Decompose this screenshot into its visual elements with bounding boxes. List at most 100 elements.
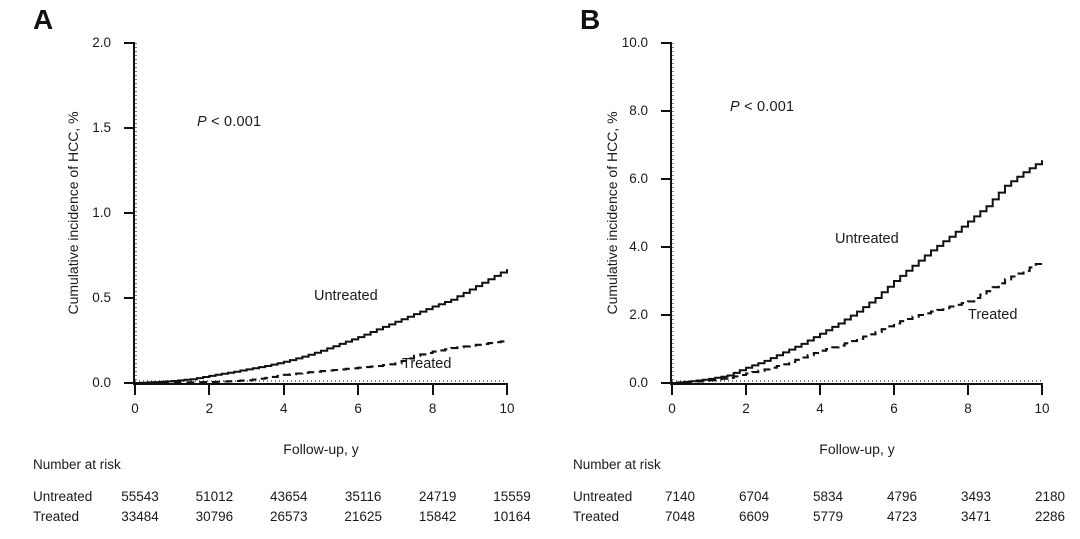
risk-value: 4796 <box>886 489 918 504</box>
risk-value: 10164 <box>493 509 531 524</box>
x-tick-label: 8 <box>964 401 972 416</box>
y-axis-title: Cumulative incidence of HCC, % <box>604 111 620 315</box>
y-tick <box>661 314 670 316</box>
x-axis-line <box>670 383 1043 385</box>
y-tick-label: 1.5 <box>92 120 111 135</box>
y-axis-minor-ticks <box>672 43 674 383</box>
y-tick-label: 1.0 <box>92 205 111 220</box>
untreated-curve <box>672 160 1043 384</box>
x-axis-line <box>133 383 508 385</box>
y-tick-label: 6.0 <box>629 171 648 186</box>
x-axis-minor-ticks <box>672 380 1042 382</box>
x-tick <box>506 385 508 395</box>
risk-row-label-treated: Treated <box>573 509 620 524</box>
risk-table-title: Number at risk <box>573 457 661 472</box>
p-symbol: P <box>730 99 740 115</box>
x-tick <box>893 385 895 395</box>
risk-table-title: Number at risk <box>33 457 121 472</box>
y-tick-label: 0.0 <box>629 375 648 390</box>
x-tick-label: 10 <box>499 401 515 416</box>
y-tick <box>124 212 133 214</box>
risk-value: 6704 <box>738 489 770 504</box>
y-axis-minor-ticks <box>135 43 137 383</box>
treated-curve <box>672 260 1044 385</box>
risk-value: 33484 <box>121 509 159 524</box>
series-label-treated: Treated <box>402 356 452 372</box>
risk-row-label-treated: Treated <box>33 509 80 524</box>
x-tick-label: 0 <box>131 401 139 416</box>
treated-curve <box>135 340 509 385</box>
y-tick <box>661 110 670 112</box>
risk-value: 5779 <box>812 509 844 524</box>
x-tick-label: 2 <box>742 401 750 416</box>
y-tick-label: 2.0 <box>629 307 648 322</box>
p-value-annotation: P < 0.001 <box>197 114 262 130</box>
risk-value: 6609 <box>738 509 770 524</box>
risk-row-label-untreated: Untreated <box>573 489 633 504</box>
y-tick <box>124 297 133 299</box>
y-tick-label: 4.0 <box>629 239 648 254</box>
y-axis-line <box>133 42 135 385</box>
p-symbol: P <box>197 114 207 130</box>
x-tick <box>357 385 360 395</box>
x-tick-label: 6 <box>354 401 362 416</box>
y-axis-line <box>670 42 672 385</box>
x-tick-label: 6 <box>890 401 898 416</box>
y-tick <box>124 382 133 384</box>
x-tick <box>671 385 673 395</box>
risk-value: 51012 <box>195 489 234 504</box>
y-tick-label: 0.0 <box>92 375 111 390</box>
series-label-untreated: Untreated <box>314 288 378 304</box>
p-value-annotation: P < 0.001 <box>730 99 795 115</box>
risk-value: 35116 <box>344 489 382 504</box>
x-tick-label: 4 <box>280 401 288 416</box>
risk-row-label-untreated: Untreated <box>33 489 93 504</box>
x-tick <box>208 385 211 395</box>
risk-value: 7048 <box>664 509 696 524</box>
risk-value: 30796 <box>195 509 234 524</box>
y-tick <box>661 382 670 384</box>
x-tick <box>134 385 136 395</box>
y-tick <box>661 42 670 44</box>
risk-value: 26573 <box>270 509 308 524</box>
x-axis-title: Follow-up, y <box>283 441 359 457</box>
y-axis-title: Cumulative incidence of HCC, % <box>65 111 81 315</box>
x-tick <box>431 385 434 395</box>
plot-area-b <box>672 160 1044 385</box>
risk-value: 15842 <box>418 509 457 524</box>
y-tick <box>661 178 670 180</box>
x-tick <box>282 385 285 395</box>
y-tick <box>124 42 133 44</box>
y-tick-label: 8.0 <box>629 103 648 118</box>
y-tick <box>661 246 670 248</box>
risk-value: 24719 <box>418 489 457 504</box>
risk-value: 55543 <box>121 489 159 504</box>
x-tick-label: 8 <box>428 401 437 416</box>
risk-value: 43654 <box>270 489 308 504</box>
risk-value: 2180 <box>1034 489 1066 504</box>
risk-value: 2286 <box>1034 509 1066 524</box>
y-tick-label: 10.0 <box>621 35 648 50</box>
plot-area-a <box>135 269 509 385</box>
x-axis-title: Follow-up, y <box>819 441 895 457</box>
series-label-untreated: Untreated <box>835 231 899 247</box>
risk-value: 21625 <box>344 509 382 524</box>
x-tick <box>819 385 821 395</box>
x-tick-label: 2 <box>205 401 214 416</box>
x-tick <box>745 385 747 395</box>
x-tick-label: 0 <box>668 401 676 416</box>
risk-value: 15559 <box>493 489 531 504</box>
y-tick <box>124 127 133 129</box>
risk-value: 3493 <box>960 489 992 504</box>
risk-value: 3471 <box>960 509 992 524</box>
panel-letter-a: A <box>33 4 54 35</box>
untreated-curve <box>135 269 508 384</box>
x-tick <box>967 385 969 395</box>
risk-value: 4723 <box>886 509 918 524</box>
series-label-treated: Treated <box>968 307 1018 323</box>
x-tick-label: 4 <box>816 401 824 416</box>
y-tick-label: 2.0 <box>92 35 111 50</box>
x-tick <box>1041 385 1043 395</box>
x-tick-label: 10 <box>1034 401 1050 416</box>
panel-letter-b: B <box>580 4 601 35</box>
